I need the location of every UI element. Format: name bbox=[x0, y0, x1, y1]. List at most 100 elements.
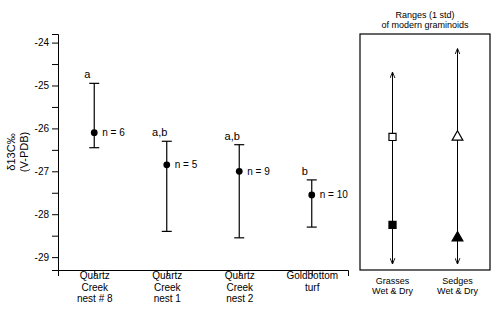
y-tick-label: -28 bbox=[35, 209, 50, 220]
point bbox=[308, 192, 315, 199]
point bbox=[91, 129, 98, 136]
x-axis: QuartzCreeknest # 8QuartzCreeknest 1Quar… bbox=[59, 270, 349, 304]
y-tick bbox=[52, 107, 58, 108]
y-tick-label: -26 bbox=[35, 123, 50, 134]
marks bbox=[89, 83, 317, 237]
x-tick-label-line: nest 1 bbox=[154, 293, 182, 304]
x-tick-label-line: Quartz bbox=[225, 270, 255, 281]
y-axis-title-line: (V-PDB) bbox=[18, 132, 30, 172]
x-tick-label-line: Creek bbox=[81, 282, 109, 293]
wet-marker bbox=[452, 232, 463, 241]
stat-label: a,b bbox=[225, 130, 240, 142]
labels: a n = 6 a,b n = 5 a,b n = 9 b n = 10 bbox=[84, 68, 348, 200]
y-tick-label: -25 bbox=[35, 80, 50, 91]
error-bar-cap-lower bbox=[162, 231, 172, 232]
x-tick: QuartzCreeknest # 8 bbox=[77, 270, 113, 304]
stat-label: b bbox=[302, 165, 308, 177]
x-tick-label-line: Creek bbox=[226, 282, 254, 293]
n-label: n = 9 bbox=[247, 166, 270, 177]
y-tick: -27 bbox=[35, 166, 58, 177]
y-tick-mark bbox=[52, 64, 58, 65]
y-tick-mark bbox=[52, 193, 58, 194]
range-arrow bbox=[392, 73, 393, 264]
point bbox=[163, 161, 170, 168]
inset-marks bbox=[389, 49, 463, 264]
y-tick-mark bbox=[52, 257, 58, 258]
plot: -29-28-27-26-25-24QuartzCreeknest # 8Qua… bbox=[5, 10, 490, 304]
x-tick-label-line: Quartz bbox=[80, 270, 110, 281]
inset-group-label-line: Sedges bbox=[442, 276, 473, 286]
y-tick-mark bbox=[52, 85, 58, 86]
x-tick-label: QuartzCreeknest 2 bbox=[225, 270, 255, 304]
n-label: n = 5 bbox=[175, 159, 198, 170]
y-axis-title-line: δ13C‰ bbox=[5, 133, 17, 170]
dry-marker bbox=[389, 133, 396, 140]
error-bar bbox=[234, 145, 244, 238]
error-bar-stem bbox=[166, 141, 167, 231]
x-tick-label: QuartzCreeknest # 8 bbox=[77, 270, 113, 304]
y-tick: -26 bbox=[35, 123, 58, 134]
inset-title-line: of modern graminoids bbox=[381, 20, 469, 30]
y-tick: -25 bbox=[35, 80, 58, 91]
y-tick bbox=[52, 64, 58, 65]
x-tick: QuartzCreeknest 2 bbox=[225, 270, 255, 304]
error-bar-cap-upper bbox=[307, 179, 317, 180]
stat-label: a,b bbox=[152, 126, 167, 138]
x-tick-label-line: turf bbox=[305, 282, 320, 293]
y-axis: -29 -28 -27 -26 -25 -24 bbox=[35, 35, 59, 271]
x-tick-label-line: Quartz bbox=[152, 270, 182, 281]
n-label: n = 6 bbox=[102, 127, 125, 138]
inset-group-label-line: Wet & Dry bbox=[437, 286, 478, 296]
error-bar-stem bbox=[311, 180, 312, 227]
error-bar-cap-upper bbox=[234, 144, 244, 145]
x-tick: QuartzCreeknest 1 bbox=[152, 270, 182, 304]
chart: -29-28-27-26-25-24QuartzCreeknest # 8Qua… bbox=[0, 0, 500, 320]
y-tick-mark bbox=[52, 236, 58, 237]
y-tick-label: -24 bbox=[35, 37, 50, 48]
y-tick-mark bbox=[52, 214, 58, 215]
y-tick bbox=[52, 150, 58, 151]
inset-box bbox=[360, 34, 490, 270]
error-bar-cap-lower bbox=[307, 226, 317, 227]
inset-group-label: SedgesWet & Dry bbox=[437, 276, 478, 296]
y-axis-title: δ13C‰(V-PDB) bbox=[5, 132, 30, 172]
inset-group-label-line: Grasses bbox=[376, 276, 410, 286]
y-tick-mark bbox=[52, 128, 58, 129]
error-bar-cap-lower bbox=[234, 237, 244, 238]
error-bar-cap-lower bbox=[89, 147, 99, 148]
inset-group-label: GrassesWet & Dry bbox=[372, 276, 413, 296]
y-tick: -29 bbox=[35, 252, 58, 263]
dry-marker bbox=[452, 131, 463, 140]
y-tick bbox=[52, 236, 58, 237]
stat-label: a bbox=[84, 68, 91, 80]
y-tick: -24 bbox=[35, 37, 58, 48]
inset-group-label-line: Wet & Dry bbox=[372, 286, 413, 296]
x-tick-label-line: Goldbottom bbox=[286, 270, 338, 281]
error-bar-cap-upper bbox=[162, 141, 172, 142]
y-tick bbox=[52, 193, 58, 194]
y-tick-mark bbox=[52, 171, 58, 172]
error-bar-stem bbox=[239, 145, 240, 238]
error-bar bbox=[89, 83, 99, 147]
y-tick-mark bbox=[52, 150, 58, 151]
error-bar-stem bbox=[94, 83, 95, 147]
y-tick-mark bbox=[52, 107, 58, 108]
error-bar bbox=[162, 141, 172, 231]
y-tick: -28 bbox=[35, 209, 58, 220]
x-tick-label: Goldbottomturf bbox=[286, 270, 338, 293]
error-bar bbox=[307, 180, 317, 227]
y-axis-line bbox=[52, 35, 59, 271]
x-tick-label-line: nest # 8 bbox=[77, 293, 113, 304]
x-tick-label-line: nest 2 bbox=[226, 293, 254, 304]
n-label: n = 10 bbox=[320, 189, 349, 200]
y-tick-mark bbox=[52, 43, 58, 44]
inset-title: Ranges (1 std)of modern graminoids bbox=[381, 10, 469, 30]
y-tick-label: -29 bbox=[35, 252, 50, 263]
x-tick: Goldbottomturf bbox=[286, 270, 338, 293]
error-bar-cap-upper bbox=[89, 83, 99, 84]
wet-marker bbox=[389, 221, 396, 228]
x-tick-label: QuartzCreeknest 1 bbox=[152, 270, 182, 304]
inset-title-line: Ranges (1 std) bbox=[395, 10, 454, 20]
point bbox=[236, 168, 243, 175]
x-tick-label-line: Creek bbox=[154, 282, 182, 293]
